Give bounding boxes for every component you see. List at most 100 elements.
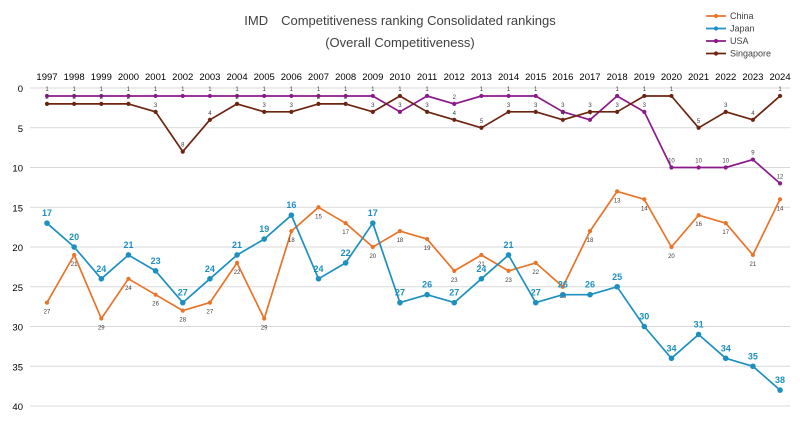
- data-label: 2: [72, 95, 76, 101]
- data-point: [397, 299, 403, 306]
- y-axis-ticks: 0 5 10 15 20 25 30 35 40: [12, 84, 23, 413]
- data-point: [370, 220, 376, 226]
- data-label: 17: [722, 230, 729, 236]
- legend-label: China: [730, 11, 754, 21]
- x-tick-label: 2010: [389, 72, 410, 83]
- data-point: [533, 109, 538, 114]
- x-tick-label: 2001: [145, 72, 166, 83]
- data-label: 1: [670, 87, 674, 93]
- data-label: 12: [777, 174, 784, 180]
- data-point: [750, 117, 756, 122]
- data-label: 1: [208, 87, 212, 93]
- data-label: 4: [453, 111, 457, 117]
- data-label: 2: [127, 95, 131, 101]
- data-label: 24: [476, 264, 486, 274]
- data-point: [261, 236, 268, 242]
- data-point: [44, 93, 50, 99]
- data-point: [560, 109, 565, 114]
- data-label: 34: [721, 343, 731, 353]
- data-point: [315, 276, 322, 282]
- data-point: [99, 93, 104, 99]
- x-tick-label: 2017: [579, 72, 600, 83]
- data-label: 1: [72, 87, 76, 93]
- series-line: [47, 95, 781, 153]
- data-point: [560, 284, 565, 289]
- x-tick-label: 2011: [417, 72, 437, 83]
- data-point: [153, 109, 158, 114]
- data-point: [126, 276, 131, 281]
- data-point: [72, 93, 77, 99]
- series-singapore: 2 2 2 2 3 8 4 2 3 3 2 2 3 1 3 4 5 3 3 4 3 3 1 1 5 3 4 1: [44, 87, 783, 154]
- data-label: 27: [531, 288, 541, 298]
- data-label: 21: [123, 240, 133, 250]
- x-tick-label: 1999: [91, 72, 112, 83]
- data-point: [262, 93, 267, 99]
- data-point: [669, 165, 674, 170]
- data-label: 4: [751, 111, 755, 117]
- x-tick-label: 2012: [444, 72, 465, 83]
- x-tick-label: 2023: [742, 72, 763, 83]
- x-tick-label: 2018: [607, 72, 628, 83]
- data-point: [44, 220, 50, 226]
- data-point: [397, 109, 403, 114]
- data-label: 1: [263, 87, 267, 93]
- data-point: [587, 117, 593, 122]
- data-point: [723, 221, 728, 226]
- data-point: [370, 244, 375, 250]
- data-point: [180, 308, 185, 313]
- data-point: [343, 93, 348, 99]
- data-point: [560, 291, 566, 298]
- x-tick-label: 2020: [661, 72, 682, 83]
- x-tick-label: 2016: [552, 72, 573, 83]
- data-label: 2: [453, 95, 457, 101]
- x-tick-label: 2014: [498, 72, 519, 83]
- data-point: [615, 93, 620, 99]
- data-label: 14: [641, 206, 648, 212]
- data-label: 1: [534, 87, 538, 93]
- data-label: 1: [127, 87, 131, 93]
- series-japan: 1720242123272421191624221727262724212726…: [42, 200, 785, 393]
- x-tick-label: 2019: [634, 72, 655, 83]
- data-label: 2: [344, 95, 348, 101]
- data-point: [370, 109, 375, 114]
- series-line: [46, 190, 781, 320]
- data-point: [424, 291, 430, 298]
- data-point: [370, 93, 375, 99]
- data-label: 29: [261, 326, 268, 332]
- data-label: 3: [398, 103, 402, 109]
- data-label: 1: [643, 87, 647, 93]
- y-tick-label: 25: [12, 283, 23, 294]
- data-label: 18: [288, 238, 295, 244]
- data-point: [506, 268, 511, 273]
- data-label: 1: [778, 87, 782, 93]
- data-point: [750, 157, 756, 162]
- data-label: 2: [100, 95, 104, 101]
- data-label: 23: [151, 256, 161, 266]
- data-point: [207, 276, 213, 282]
- legend-item-singapore: Singapore: [706, 49, 771, 59]
- data-label: 21: [504, 240, 514, 250]
- data-label: 29: [98, 326, 105, 332]
- data-point: [777, 93, 783, 99]
- data-point: [642, 109, 647, 114]
- data-point: [560, 117, 565, 122]
- data-point: [152, 268, 159, 274]
- data-point: [696, 125, 701, 130]
- data-label: 3: [534, 103, 538, 109]
- data-label: 20: [369, 254, 376, 260]
- data-label: 24: [205, 264, 215, 274]
- data-label: 21: [71, 262, 78, 268]
- data-label: 23: [451, 278, 458, 284]
- data-point: [506, 109, 511, 114]
- data-point: [342, 260, 349, 266]
- data-label: 31: [694, 319, 704, 329]
- x-tick-label: 2015: [525, 72, 546, 83]
- data-label: 22: [234, 270, 241, 276]
- data-point: [262, 316, 267, 321]
- data-point: [587, 109, 593, 114]
- series-group: 2721292426282722291815172018192321232225…: [42, 87, 785, 393]
- data-label: 27: [395, 288, 405, 298]
- x-tick-label: 2013: [471, 72, 492, 83]
- data-label: 20: [69, 232, 79, 242]
